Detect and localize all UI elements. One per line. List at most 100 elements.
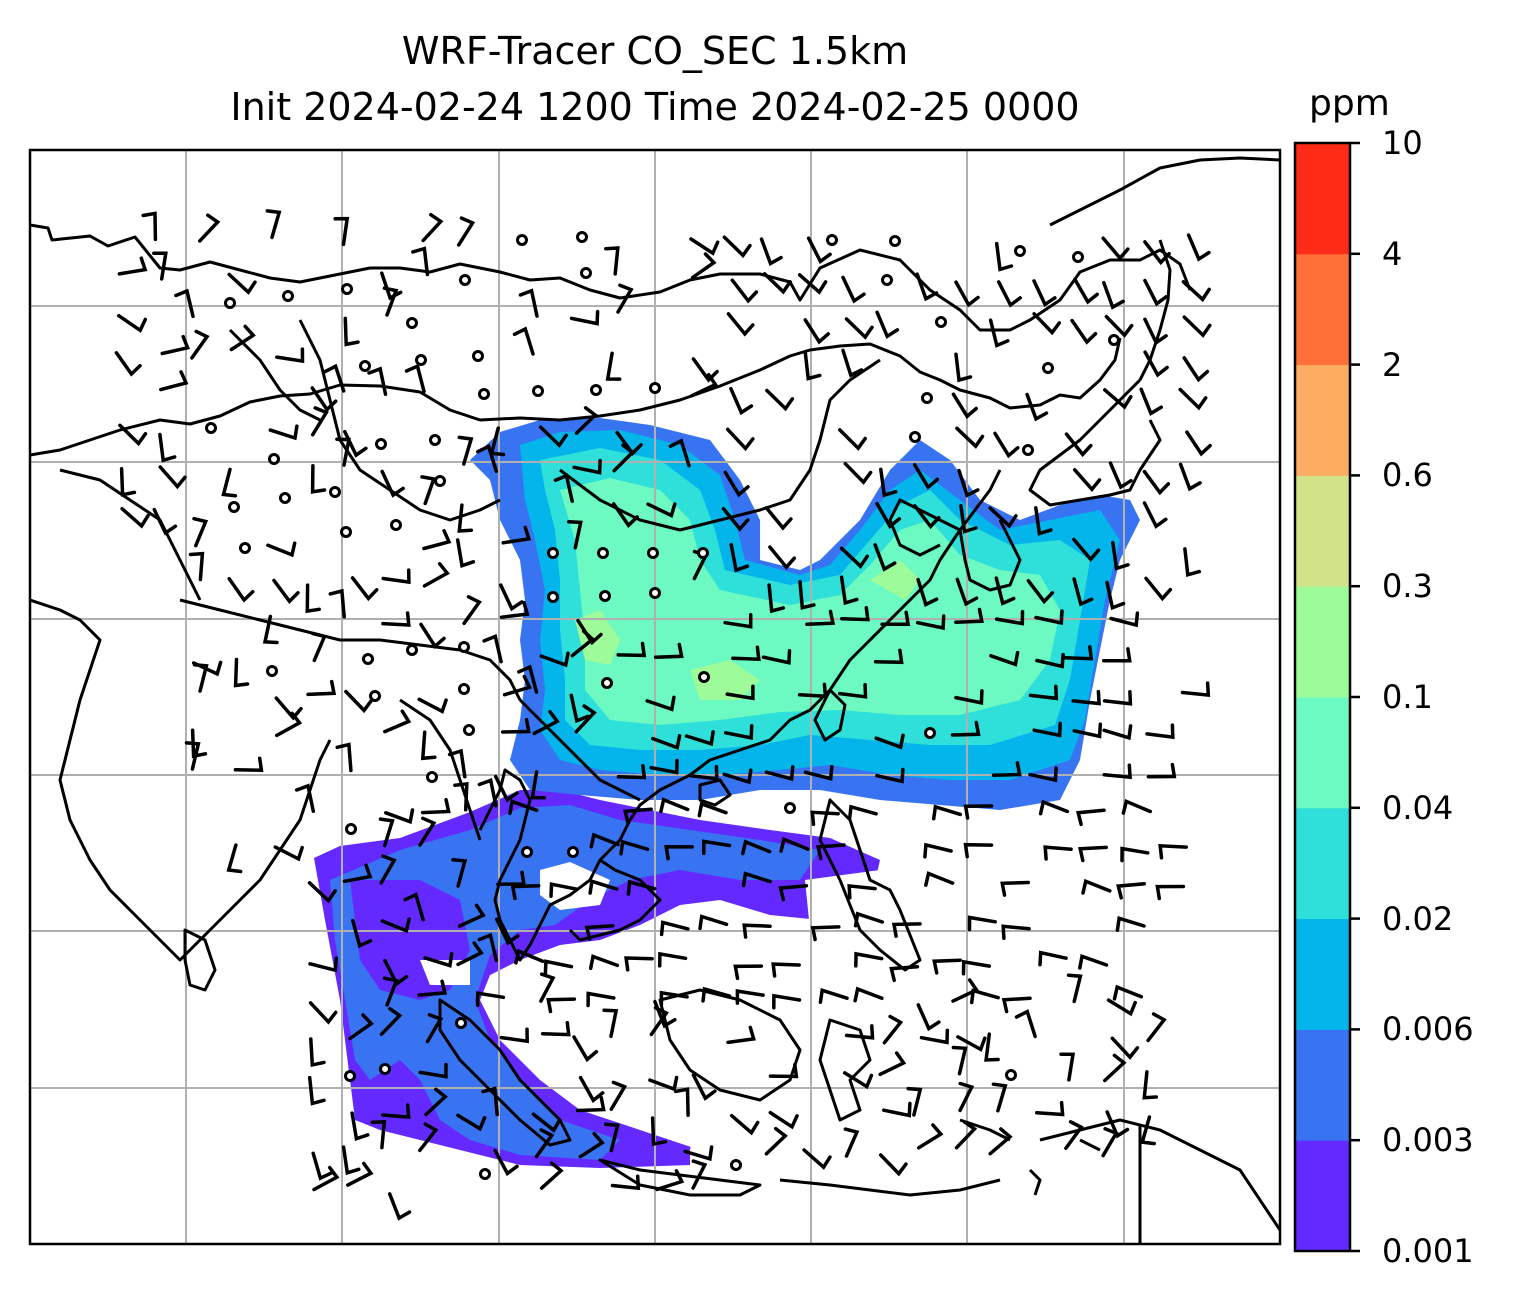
wind-barb [1185,430,1212,457]
wind-barb [308,1001,338,1025]
wind-barb [1043,845,1073,861]
wind-barb [305,583,321,614]
wind-barb [847,883,877,900]
wind-barb [843,461,873,485]
wind-barb [233,657,250,688]
wind-barb [514,948,545,965]
wind-barb [765,388,795,412]
wind-barb [1146,1012,1167,1043]
calm-marker [921,392,933,404]
plot-title-line-2: Init 2024-02-24 1200 Time 2024-02-25 000… [230,85,1080,129]
wind-barb [539,1161,564,1190]
calm-marker [599,590,611,602]
colorbar-tick-label: 0.006 [1382,1010,1474,1049]
wind-barb [1143,350,1169,378]
wind-barb [589,832,620,849]
wind-barb [1121,798,1153,815]
wind-barb [584,923,615,941]
border-interior-3 [559,358,881,532]
wind-barb [1105,1110,1130,1139]
wind-barb [424,1087,448,1117]
wind-barb [605,351,622,381]
wind-barb [1078,953,1109,970]
wind-barb [1105,580,1126,611]
calm-marker [1022,444,1034,456]
calm-marker [647,547,659,559]
wind-barb [729,386,754,416]
wind-barb [616,763,647,780]
wind-barb [768,1110,799,1130]
wind-barb [659,797,690,814]
wind-barb [422,562,450,588]
wind-barb [351,918,373,949]
wind-barb [1106,998,1137,1017]
colorbar-tick-label: 0.6 [1382,456,1433,495]
wind-barb [387,1192,412,1221]
wind-barb [762,272,792,295]
wind-barb [1101,236,1130,261]
wind-barb [645,695,676,712]
coast-japan [1028,378,1162,507]
wind-barb [839,546,870,569]
calm-marker [390,519,402,531]
tracer-gap-1 [420,960,470,985]
wind-barb [1145,723,1175,740]
wind-barb [198,213,221,243]
wind-barb [1142,1070,1159,1100]
wind-barb [531,1112,562,1133]
wind-barb [1072,722,1103,739]
wind-barb [991,1082,1008,1113]
wind-barb [1101,647,1132,663]
border-interior-4 [518,698,641,802]
wind-barb [1104,314,1134,338]
wind-barb [158,465,187,490]
wind-barb [803,318,830,345]
wind-barb [993,431,1020,459]
coastlines [30,156,1280,1244]
wind-barb [553,473,574,503]
wind-barb [227,272,257,295]
wind-barb [797,273,828,295]
calm-marker [459,274,471,286]
wind-barb [1064,432,1093,458]
wind-barb [1146,762,1177,779]
colorbar-tick-label: 0.001 [1382,1232,1474,1270]
wind-barb [381,568,411,585]
wind-barb [624,956,654,972]
wind-barb [312,1165,340,1192]
wind-barb [539,972,556,1003]
wind-barb [575,1096,606,1113]
colorbar-segment [1295,586,1350,698]
calm-marker [649,382,661,394]
wind-barb [988,1127,1013,1156]
wind-barb [729,1113,760,1136]
colorbar-tick-label: 0.02 [1382,899,1454,938]
colorbar-tick-label: 0.003 [1382,1121,1474,1160]
wind-barb [879,467,898,498]
wind-barb [731,645,761,662]
wind-barb [873,543,897,572]
wind-barb [1101,1127,1119,1158]
calm-marker [266,665,278,677]
border-interior-5 [399,698,482,841]
wind-barb [954,352,973,383]
wind-barb [323,363,346,393]
colorbar-segment [1295,1029,1350,1141]
calm-marker [359,360,371,372]
wind-barb [650,1116,668,1147]
wind-barb [722,235,752,259]
wind-barb [611,502,639,528]
wind-barb [840,605,870,622]
wind-barb [1066,973,1083,1004]
calm-marker [1005,1069,1017,1081]
wind-barb [382,976,399,1007]
wind-barb [1112,984,1144,1001]
wind-barb [380,917,411,934]
wind-barb [265,209,282,240]
calm-marker [909,431,921,443]
wind-barb [477,932,499,963]
calm-marker [239,542,251,554]
wind-barb [335,742,353,773]
wind-barb [1072,468,1102,493]
wind-barb [586,991,616,1008]
